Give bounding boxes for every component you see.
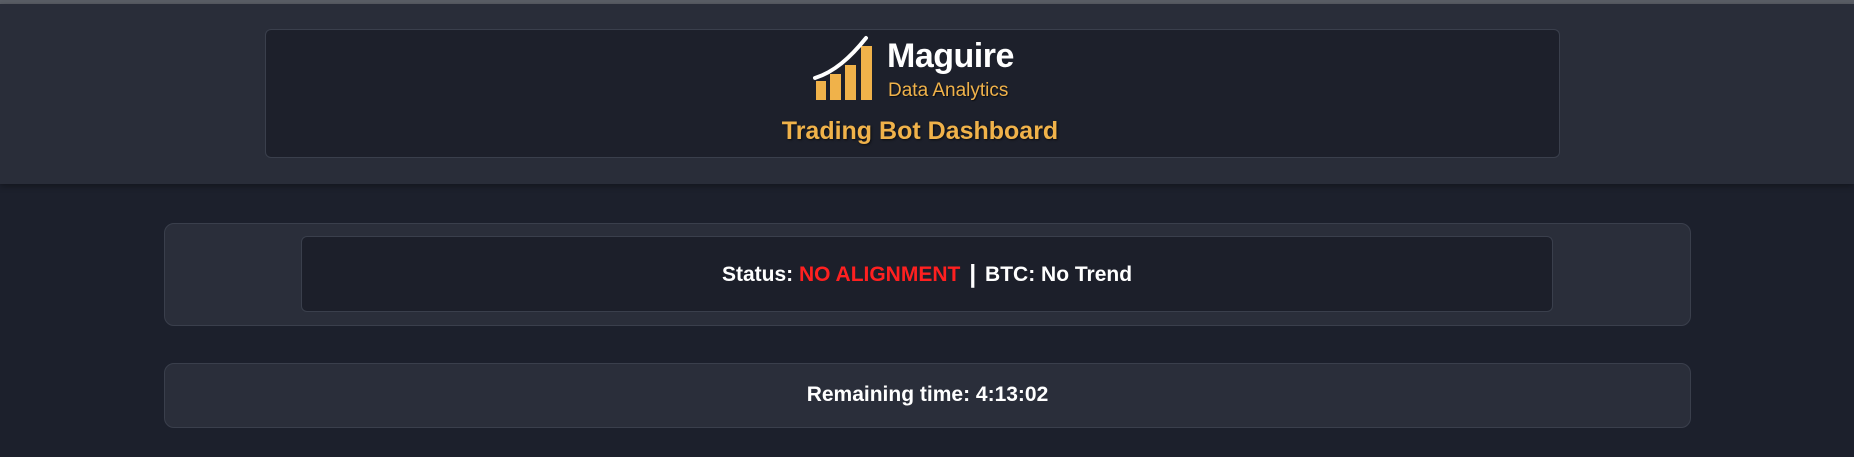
status-separator: | — [969, 260, 977, 288]
window-top-border — [0, 0, 1854, 4]
remaining-time-label: Remaining time: — [806, 383, 971, 406]
timer-panel — [164, 363, 1691, 428]
btc-label: BTC: — [985, 263, 1036, 286]
status-box — [301, 236, 1553, 312]
remaining-time-value: 4:13:02 — [975, 383, 1049, 406]
status-line: Status: NO ALIGNMENT | BTC: No Trend — [301, 260, 1553, 289]
header-card — [265, 29, 1560, 158]
brand-name: Maguire — [887, 37, 1014, 75]
bar-chart-growth-icon — [813, 36, 872, 100]
brand-subtitle: Data Analytics — [888, 80, 1009, 101]
btc-trend-value: No Trend — [1041, 263, 1133, 286]
page-title: Trading Bot Dashboard — [781, 117, 1059, 145]
remaining-time: Remaining time: 4:13:02 — [164, 381, 1691, 409]
status-label: Status: — [721, 263, 794, 286]
status-value: NO ALIGNMENT — [798, 263, 961, 286]
